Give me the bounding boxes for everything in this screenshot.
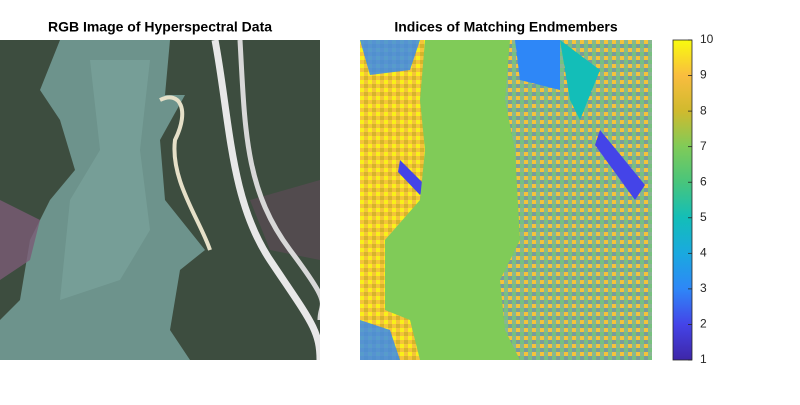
colorbar-tick-label: 1 xyxy=(700,352,707,366)
colorbar-tick-label: 6 xyxy=(700,174,707,188)
colorbar-tick-label: 2 xyxy=(700,317,707,331)
colorbar-tick-label: 5 xyxy=(700,210,707,224)
colorbar-tick-label: 8 xyxy=(700,103,707,117)
colorbar xyxy=(672,39,693,361)
index-map xyxy=(360,40,652,360)
colorbar-tick-label: 7 xyxy=(700,139,707,153)
colorbar-tick-label: 4 xyxy=(700,246,707,260)
image-title: RGB Image of Hyperspectral Data xyxy=(48,19,272,35)
colorbar-tick-label: 3 xyxy=(700,281,707,295)
map-title: Indices of Matching Endmembers xyxy=(394,19,617,35)
colorbar-tick-label: 10 xyxy=(700,32,714,46)
rgb-image xyxy=(0,40,320,360)
colorbar-tick-label: 9 xyxy=(700,68,707,82)
